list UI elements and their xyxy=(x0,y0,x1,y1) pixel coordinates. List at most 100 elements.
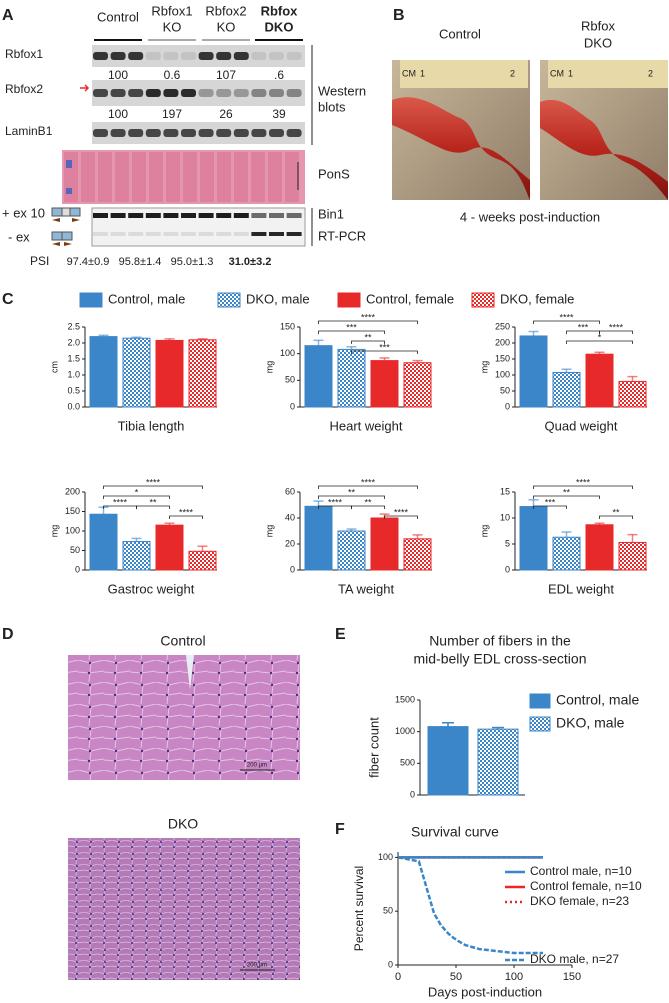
y-label: mg xyxy=(264,361,274,374)
y-tick-label: 2.5 xyxy=(67,321,80,331)
sig-bracket xyxy=(136,505,170,509)
side-label: Western xyxy=(318,83,366,98)
band xyxy=(110,129,126,137)
legend-text: DKO, male xyxy=(246,291,310,306)
gel-band xyxy=(251,213,267,218)
y-tick-label: 150 xyxy=(65,506,80,516)
sig-bracket xyxy=(533,485,633,489)
bar xyxy=(552,536,581,571)
bar xyxy=(122,337,151,408)
histology-dko xyxy=(68,838,300,980)
y-label: fiber count xyxy=(366,717,381,778)
band xyxy=(110,89,126,97)
ruler-mark: 1 xyxy=(568,68,573,78)
sig-label: ** xyxy=(612,507,620,517)
y-tick-label: 100 xyxy=(378,852,393,862)
ruler-mark: CM xyxy=(402,68,416,78)
gel-band xyxy=(286,213,302,218)
x-label: TA weight xyxy=(338,581,395,596)
ladder xyxy=(66,160,72,168)
sig-bracket xyxy=(566,340,633,344)
y-tick-label: 60 xyxy=(285,486,295,496)
rtpcr-label: Bin1 xyxy=(318,206,344,221)
sig-label: **** xyxy=(113,497,128,507)
bar xyxy=(370,360,399,408)
x-tick-label: 150 xyxy=(563,971,581,983)
photo-label: Rbfox xyxy=(581,18,615,33)
bar xyxy=(155,524,184,571)
ruler-mark: 2 xyxy=(510,68,515,78)
x-label: EDL weight xyxy=(548,581,614,596)
y-tick-label: 0 xyxy=(290,401,295,411)
ruler-mark: CM xyxy=(550,68,564,78)
bar xyxy=(370,517,399,571)
legend-text: Control male, n=10 xyxy=(530,864,632,878)
sig-bracket xyxy=(533,505,567,509)
y-tick-label: 250 xyxy=(495,321,510,331)
band xyxy=(198,52,214,60)
sig-label: **** xyxy=(559,312,574,322)
pons-lane xyxy=(98,152,112,202)
y-tick-label: 100 xyxy=(65,525,80,535)
gel-band xyxy=(198,232,214,236)
bar xyxy=(519,335,548,408)
scale-label: 200 µm xyxy=(247,763,267,769)
row-label: Rbfox2 xyxy=(5,82,43,96)
histology-label: DKO xyxy=(168,816,198,832)
band xyxy=(286,129,302,137)
sig-label: **** xyxy=(394,507,409,517)
band xyxy=(145,89,161,97)
panel-label: C xyxy=(2,291,14,308)
y-tick-label: 1000 xyxy=(395,726,415,736)
pons-lane xyxy=(183,152,197,202)
ruler-mark: 2 xyxy=(648,68,653,78)
gel-band xyxy=(181,232,196,236)
sig-bracket xyxy=(103,495,170,499)
group-label: KO xyxy=(217,19,236,34)
y-tick-label: 50 xyxy=(70,545,80,555)
row-label: LaminB1 xyxy=(5,124,53,138)
y-tick-label: 0.0 xyxy=(67,401,80,411)
bar xyxy=(155,339,184,408)
x-tick-label: 100 xyxy=(505,971,523,983)
x-label: Gastroc weight xyxy=(108,581,195,596)
x-label: Heart weight xyxy=(330,418,403,433)
gel-band xyxy=(216,213,232,218)
sig-label: **** xyxy=(361,477,376,487)
sig-bracket xyxy=(384,515,418,519)
sig-label: *** xyxy=(545,497,556,507)
band xyxy=(163,129,179,137)
y-label: cm xyxy=(49,361,59,373)
band xyxy=(110,52,126,60)
photo-label: DKO xyxy=(584,35,612,50)
chart-title: mid-belly EDL cross-section xyxy=(414,651,587,667)
bar xyxy=(188,339,217,408)
sig-label: * xyxy=(598,332,602,342)
sig-label: **** xyxy=(328,497,343,507)
group-label: Rbfox2 xyxy=(205,3,246,18)
group-label: DKO xyxy=(265,19,294,34)
band xyxy=(233,89,249,97)
pons-lane xyxy=(115,152,129,202)
sig-label: ** xyxy=(364,332,372,342)
sig-bracket xyxy=(318,485,418,489)
band xyxy=(198,89,214,97)
psi-value: 95.0±1.3 xyxy=(171,256,214,268)
muscle xyxy=(392,97,530,200)
quant: 0.6 xyxy=(164,68,181,82)
y-tick-label: 50 xyxy=(285,375,295,385)
band xyxy=(93,89,108,97)
y-tick-label: 0 xyxy=(410,789,415,799)
sig-bracket xyxy=(351,340,385,344)
legend-text: DKO male, n=27 xyxy=(530,952,619,966)
y-tick-label: 1500 xyxy=(395,694,415,704)
legend-text: DKO, female xyxy=(500,291,574,306)
sig-bracket xyxy=(533,320,600,324)
row-label: Rbfox1 xyxy=(5,47,43,61)
legend-swatch xyxy=(79,292,103,308)
gel-band xyxy=(269,232,284,236)
histology-label: Control xyxy=(160,633,205,649)
bar xyxy=(585,353,614,408)
band xyxy=(233,129,249,137)
